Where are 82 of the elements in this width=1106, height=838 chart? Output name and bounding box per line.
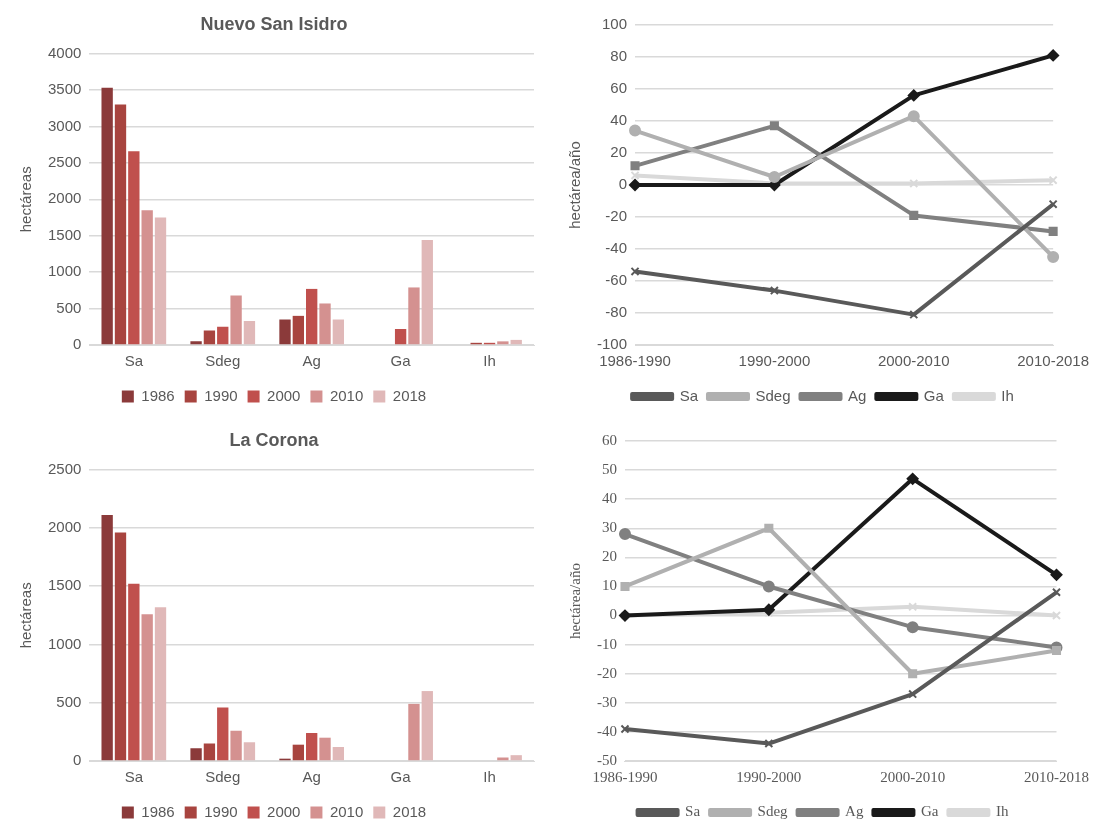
y-tick-label: 60 — [602, 431, 617, 448]
x-tick-label: Ga — [390, 352, 412, 370]
y-tick-label: 500 — [56, 692, 82, 710]
legend-label: 1990 — [204, 386, 238, 404]
x-tick-label: Sdeg — [205, 768, 241, 786]
x-tick-label: Ih — [483, 768, 496, 786]
y-tick-label: -10 — [597, 635, 617, 652]
legend-label: Ag — [848, 386, 867, 404]
y-tick-label: -40 — [605, 239, 628, 257]
legend-label: 1990 — [204, 802, 238, 820]
y-tick-label: 0 — [609, 606, 617, 623]
x-tick-label: 2010-2018 — [1024, 768, 1089, 785]
y-tick-label: -80 — [605, 303, 628, 321]
legend-label: Ih — [995, 803, 1009, 820]
y-tick-label: 4000 — [47, 43, 82, 61]
y-tick-label: 500 — [56, 298, 82, 316]
y-tick-label: 1500 — [47, 576, 82, 594]
x-tick-label: 2000-2010 — [877, 352, 950, 370]
legend-label: 2010 — [329, 802, 364, 820]
x-tick-label: Ag — [302, 352, 321, 370]
legend-label: Sdeg — [757, 803, 789, 820]
legend-label: Sa — [685, 803, 701, 820]
y-tick-label: 0 — [618, 175, 628, 193]
x-tick-label: 1990-2000 — [736, 768, 802, 785]
y-tick-label: 80 — [610, 47, 628, 65]
y-axis-title: hectárea/año — [566, 563, 583, 639]
legend-label: 2000 — [267, 386, 301, 404]
y-tick-label: -50 — [597, 751, 617, 768]
y-tick-label: -40 — [597, 722, 617, 739]
chart-title: La Corona — [229, 429, 320, 450]
y-tick-label: 2000 — [47, 189, 82, 207]
x-tick-label: Sa — [124, 352, 144, 370]
y-tick-label: -60 — [605, 271, 628, 289]
legend-label: Ga — [923, 386, 945, 404]
x-tick-label: Ga — [390, 768, 412, 786]
x-tick-label: 1990-2000 — [738, 352, 811, 370]
y-tick-label: 30 — [602, 519, 617, 536]
chart-title: Nuevo San Isidro — [200, 13, 348, 34]
y-tick-label: 2000 — [47, 518, 82, 536]
legend-label: Ga — [920, 803, 939, 820]
legend-label: Ih — [1001, 386, 1014, 404]
legend-label: Sa — [679, 386, 699, 404]
x-tick-label: Ih — [483, 352, 496, 370]
x-tick-label: 1986-1990 — [599, 352, 671, 370]
y-tick-label: -20 — [605, 207, 628, 225]
y-tick-label: 1000 — [47, 634, 82, 652]
legend-label: 2018 — [392, 802, 427, 820]
y-tick-label: 50 — [602, 461, 617, 478]
y-tick-label: 2500 — [47, 153, 82, 171]
y-tick-label: 40 — [602, 490, 617, 507]
y-axis-title: hectárea/año — [566, 141, 584, 229]
legend-label: 2000 — [267, 802, 301, 820]
y-tick-label: 40 — [610, 111, 628, 129]
y-tick-label: 1500 — [47, 225, 82, 243]
y-tick-label: -30 — [597, 693, 617, 710]
legend-label: 2010 — [329, 386, 364, 404]
legend-label: Sdeg — [755, 386, 791, 404]
legend-label: 2018 — [392, 386, 427, 404]
y-tick-label: -20 — [597, 664, 617, 681]
y-tick-label: 100 — [601, 15, 628, 33]
y-tick-label: 3000 — [47, 116, 82, 134]
y-tick-label: 20 — [602, 548, 617, 565]
y-tick-label: 10 — [602, 577, 617, 594]
x-tick-label: 2010-2018 — [1017, 352, 1089, 370]
legend-label: 1986 — [141, 386, 175, 404]
x-tick-label: Sa — [124, 768, 144, 786]
x-tick-label: 1986-1990 — [592, 768, 658, 785]
y-tick-label: 0 — [73, 751, 82, 769]
y-tick-label: 0 — [73, 335, 82, 353]
y-tick-label: 60 — [610, 79, 628, 97]
legend-label: Ag — [845, 803, 864, 820]
y-axis-title: hectáreas — [17, 166, 35, 233]
y-axis-title: hectáreas — [17, 582, 35, 649]
legend-label: 1986 — [141, 802, 175, 820]
y-tick-label: 1000 — [47, 262, 82, 280]
y-tick-label: -100 — [596, 335, 628, 353]
y-tick-label: 20 — [610, 143, 628, 161]
y-tick-label: 3500 — [47, 80, 82, 98]
x-tick-label: 2000-2010 — [880, 768, 946, 785]
x-tick-label: Sdeg — [205, 352, 241, 370]
x-tick-label: Ag — [302, 768, 321, 786]
y-tick-label: 2500 — [47, 459, 82, 477]
